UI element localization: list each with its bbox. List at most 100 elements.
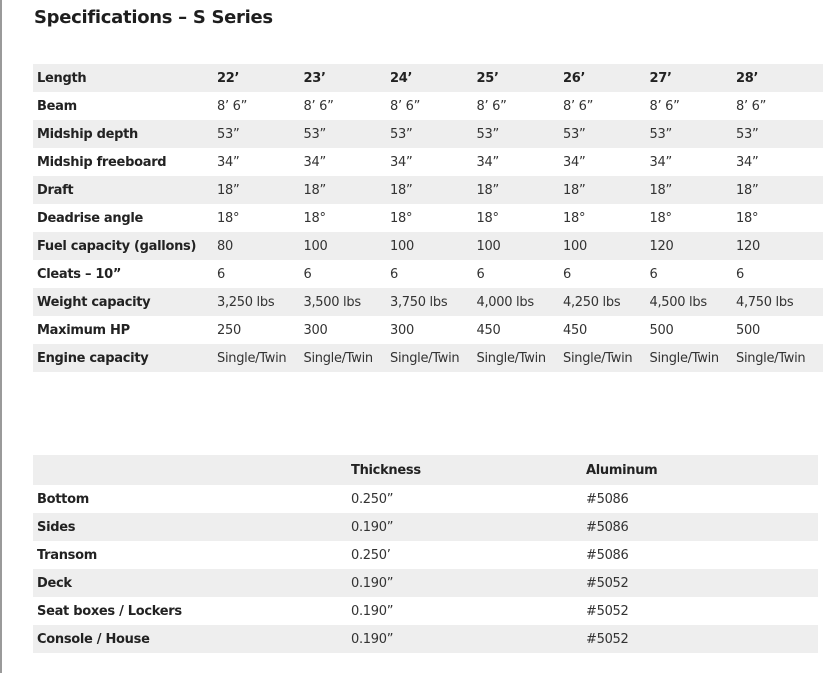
cell-value: 53” [736,120,823,148]
cell-value: 8’ 6” [217,98,248,114]
cell-value: 53” [476,120,563,148]
cell-value: Single/Twin [217,344,304,372]
cell-value: 53” [303,120,390,148]
cell-value: 500 [649,322,674,338]
cell-value: 3,500 lbs [303,288,390,316]
cell-value: 28’ [736,64,823,92]
cell-value: 0.250’ [351,547,391,563]
row-label: Beam [37,98,77,114]
table-row: Engine capacity Single/Twin Single/Twin Sin… [33,344,823,372]
cell-value: Single/Twin [649,344,736,372]
table-row: Maximum HP 250 300 300 450 450 500 500 [33,316,823,344]
table-row: Deadrise angle 18° 18° 18° 18° 18° 18° 18° [33,204,823,232]
table-row: Console / House 0.190” #5052 [33,625,818,653]
cell-value: 6 [736,266,744,282]
table-row: Midship freeboard 34” 34” 34” 34” 34” 34” 34” [33,148,823,176]
cell-value: 0.250” [351,491,394,507]
cell-value: 18” [390,176,477,204]
row-label: Draft [33,176,217,204]
cell-value: 300 [303,322,328,338]
cell-value: 25’ [476,64,563,92]
cell-value: 8’ 6” [736,98,767,114]
cell-value: 3,750 lbs [390,288,477,316]
cell-value: 100 [476,232,563,260]
cell-value: 27’ [649,64,736,92]
cell-value: 8’ 6” [303,98,334,114]
column-header: Aluminum [586,455,818,485]
table-row: Cleats – 10” 6 6 6 6 6 6 6 [33,260,823,288]
cell-value: 22’ [217,64,304,92]
cell-value: 8’ 6” [563,98,594,114]
column-header [33,455,351,485]
cell-value: 24’ [390,64,477,92]
cell-value: 18” [217,176,304,204]
row-label: Fuel capacity (gallons) [33,232,217,260]
row-label: Console / House [33,625,351,653]
page-title: Specifications – S Series [34,7,273,28]
cell-value: 500 [736,322,760,338]
cell-value: 4,500 lbs [649,288,736,316]
cell-value: 0.190” [351,513,586,541]
table-row: Beam 8’ 6” 8’ 6” 8’ 6” 8’ 6” 8’ 6” 8’ 6” 8’ 6” [33,92,823,120]
cell-value: 100 [390,232,477,260]
row-label: Midship depth [33,120,217,148]
row-label: Bottom [37,491,89,507]
cell-value: 450 [476,322,501,338]
cell-value: 34” [736,154,759,170]
cell-value: 6 [303,266,312,282]
table-row: Sides 0.190” #5086 [33,513,818,541]
cell-value: 6 [390,266,398,282]
cell-value: 53” [390,120,477,148]
table-row: Seat boxes / Lockers 0.190” #5052 [33,597,818,625]
header-row: Thickness Aluminum [33,455,818,485]
cell-value: 18° [217,210,240,226]
cell-value: 4,000 lbs [476,288,563,316]
cell-value: 18° [563,210,586,226]
cell-value: 18” [476,176,563,204]
cell-value: 120 [736,232,823,260]
cell-value: 18° [390,210,413,226]
cell-value: 18° [476,210,499,226]
row-label: Weight capacity [33,288,217,316]
table-row: Transom 0.250’ #5086 [33,541,818,569]
cell-value: 0.190” [351,569,586,597]
row-label: Deadrise angle [37,210,144,226]
row-label: Deck [33,569,351,597]
cell-value: 0.190” [351,625,586,653]
cell-value: 120 [649,232,736,260]
cell-value: #5052 [586,569,818,597]
cell-value: 34” [649,154,673,170]
cell-value: 3,250 lbs [217,288,304,316]
cell-value: 6 [649,266,658,282]
row-label: Sides [33,513,351,541]
cell-value: 53” [217,120,304,148]
cell-value: 4,250 lbs [563,288,650,316]
table-row: Weight capacity 3,250 lbs 3,500 lbs 3,750 l… [33,288,823,316]
table-row: Fuel capacity (gallons) 80 100 100 100 100 120… [33,232,823,260]
row-label: Maximum HP [37,322,130,338]
cell-value: 34” [217,154,240,170]
cell-value: 26’ [563,64,650,92]
cell-value: Single/Twin [563,344,650,372]
table-row: Midship depth 53” 53” 53” 53” 53” 53” 53” [33,120,823,148]
cell-value: 34” [563,154,586,170]
cell-value: #5086 [586,491,629,507]
cell-value: 6 [476,266,485,282]
cell-value: 8’ 6” [476,98,507,114]
cell-value: Single/Twin [736,344,823,372]
cell-value: 0.190” [351,603,394,619]
cell-value: Single/Twin [390,344,477,372]
cell-value: 18° [649,210,672,226]
cell-value: 53” [649,120,736,148]
cell-value: 18” [303,176,390,204]
table-row: Deck 0.190” #5052 [33,569,818,597]
cell-value: 450 [563,322,587,338]
table-row: Bottom 0.250” #5086 [33,485,818,513]
column-header: Thickness [351,455,586,485]
header-row: Length 22’ 23’ 24’ 25’ 26’ 27’ 28’ [33,64,823,92]
row-label: Midship freeboard [37,154,167,170]
cell-value: 8’ 6” [649,98,680,114]
cell-value: 100 [563,232,650,260]
cell-value: 18° [736,210,759,226]
row-label: Cleats – 10” [37,266,122,282]
